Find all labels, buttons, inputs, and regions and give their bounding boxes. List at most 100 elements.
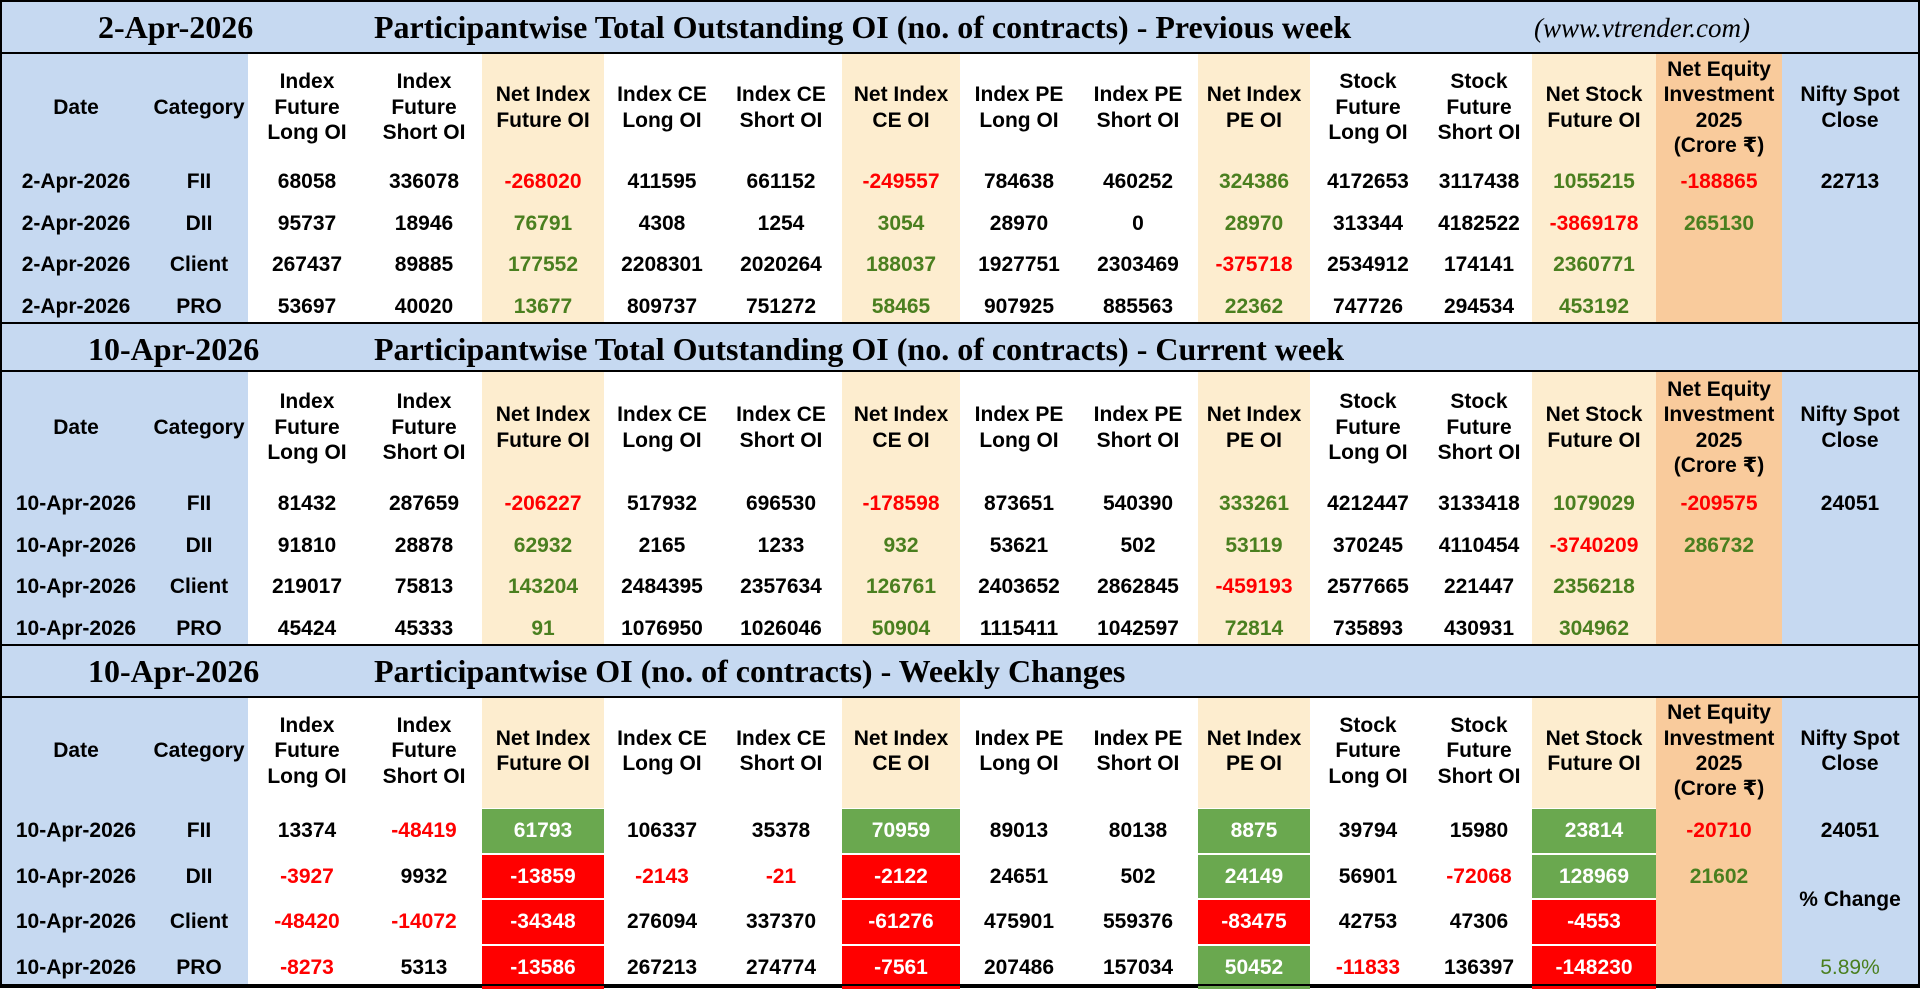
table-cell: 3133418 (1426, 483, 1532, 525)
table-cell: -178598 (842, 483, 960, 525)
table-cell: 502 (1078, 854, 1198, 900)
column-header: Net Index PE OI (1198, 54, 1310, 161)
column-header: Nifty Spot Close (1782, 372, 1918, 483)
table-cell: -20710 (1656, 808, 1782, 854)
row-category: Client (150, 244, 248, 286)
table-cell: 4172653 (1310, 161, 1426, 203)
column-header: Net Index PE OI (1198, 698, 1310, 804)
table-cell: 2484395 (604, 566, 720, 608)
table-cell: 13677 (482, 286, 604, 328)
table-cell: 1076950 (604, 608, 720, 650)
table-cell: 62932 (482, 525, 604, 567)
column-header: Nifty Spot Close (1782, 698, 1918, 804)
column-header: Net Equity Investment 2025 (Crore ₹) (1656, 372, 1782, 483)
column-header: Index Future Long OI (248, 54, 366, 161)
column-header: Index CE Short OI (720, 698, 842, 804)
column-header: Nifty Spot Close (1782, 54, 1918, 161)
table-cell: 2577665 (1310, 566, 1426, 608)
row-category: PRO (150, 286, 248, 328)
table-cell: -249557 (842, 161, 960, 203)
column-header: Net Equity Investment 2025 (Crore ₹) (1656, 698, 1782, 804)
column-header: Net Index CE OI (842, 54, 960, 161)
table-cell (1782, 203, 1918, 245)
table-cell: 76791 (482, 203, 604, 245)
table-cell: -206227 (482, 483, 604, 525)
table-cell: 45333 (366, 608, 482, 650)
table-cell: 47306 (1426, 899, 1532, 945)
table-cell: 370245 (1310, 525, 1426, 567)
table-cell: 177552 (482, 244, 604, 286)
table-cell: -375718 (1198, 244, 1310, 286)
table-cell: 91 (482, 608, 604, 650)
table-cell: 40020 (366, 286, 482, 328)
table-cell: 13374 (248, 808, 366, 854)
table-cell: 304962 (1532, 608, 1656, 650)
table-cell: 265130 (1656, 203, 1782, 245)
table-cell: 453192 (1532, 286, 1656, 328)
table-cell: 72814 (1198, 608, 1310, 650)
column-header: Index Future Long OI (248, 698, 366, 804)
column-header: Index Future Short OI (366, 698, 482, 804)
table-cell: 286732 (1656, 525, 1782, 567)
table-cell: 24149 (1198, 854, 1310, 900)
table-cell: -14072 (366, 899, 482, 945)
table-cell: 42753 (1310, 899, 1426, 945)
table-cell: 324386 (1198, 161, 1310, 203)
table-cell (1656, 899, 1782, 945)
column-header: Net Index CE OI (842, 372, 960, 483)
table-cell: 53621 (960, 525, 1078, 567)
table-cell: 70959 (842, 808, 960, 854)
table-cell: 4110454 (1426, 525, 1532, 567)
column-header: Stock Future Short OI (1426, 372, 1532, 483)
table-cell: 53119 (1198, 525, 1310, 567)
table-cell: 91810 (248, 525, 366, 567)
table-cell: 1254 (720, 203, 842, 245)
column-header: Category (150, 372, 248, 483)
table-cell: 126761 (842, 566, 960, 608)
column-header: Net Stock Future OI (1532, 372, 1656, 483)
table-cell: 2360771 (1532, 244, 1656, 286)
table-cell: 735893 (1310, 608, 1426, 650)
row-date: 10-Apr-2026 (2, 808, 150, 854)
column-header: Index CE Short OI (720, 54, 842, 161)
section-divider (2, 984, 1918, 986)
table-column: Net Equity Investment 2025 (Crore ₹)-209… (1656, 372, 1782, 646)
table-column: Net Equity Investment 2025 (Crore ₹)-207… (1656, 698, 1782, 986)
table-cell: 540390 (1078, 483, 1198, 525)
table-cell: 502 (1078, 525, 1198, 567)
table-cell: 221447 (1426, 566, 1532, 608)
table-cell (1782, 608, 1918, 650)
table-cell: 219017 (248, 566, 366, 608)
row-date: 10-Apr-2026 (2, 608, 150, 650)
table-cell: 56901 (1310, 854, 1426, 900)
column-header: Index CE Long OI (604, 698, 720, 804)
table-cell (1782, 566, 1918, 608)
column-header: Index PE Long OI (960, 54, 1078, 161)
table-cell: 174141 (1426, 244, 1532, 286)
table-cell (1656, 244, 1782, 286)
